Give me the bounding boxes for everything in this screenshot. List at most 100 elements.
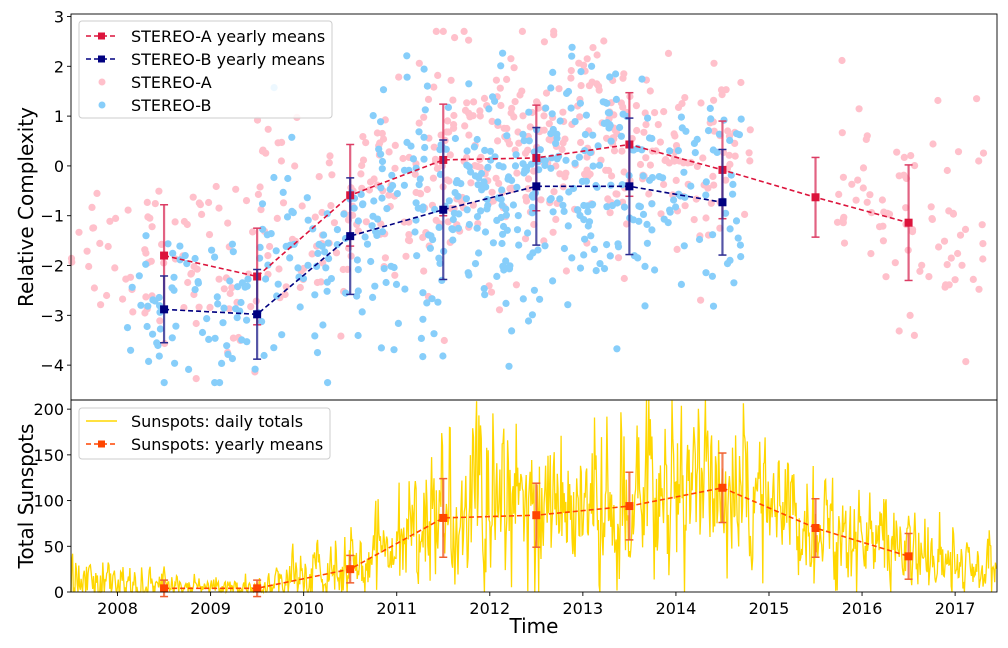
stereo-b-point [508, 327, 516, 335]
stereo-a-point [467, 179, 475, 187]
stereo-a-point [697, 99, 705, 107]
sunspots-mean-marker [532, 511, 541, 520]
stereo-b-point [194, 278, 202, 286]
stereo-b-point [377, 150, 385, 158]
stereo-a-point [725, 151, 733, 159]
stereo-a-point [575, 59, 583, 67]
stereo-b-point [340, 210, 348, 218]
stereo-a-point [642, 154, 650, 162]
stereo-b-point [428, 295, 436, 303]
stereo-b-point [670, 196, 678, 204]
stereo-b-point [497, 213, 505, 222]
stereo-a-point [951, 276, 959, 284]
stereo-a-point [979, 149, 988, 157]
top-y-tick-label: 2 [54, 57, 64, 76]
stereo-a-point [979, 240, 987, 248]
stereo-a-point [195, 199, 203, 207]
stereo-a-point [710, 127, 718, 135]
stereo-a-point [859, 184, 867, 192]
stereo-a-point [465, 36, 473, 44]
stereo-b-point [475, 249, 483, 257]
stereo-b-point [283, 213, 292, 221]
stereo-b-point [677, 280, 686, 288]
x-axis-label: Time [509, 614, 559, 638]
stereo-b-point [258, 200, 267, 208]
legend-label: Sunspots: daily totals [131, 412, 303, 431]
stereo-b-point [436, 259, 444, 267]
stereo-b-point [618, 181, 626, 189]
stereo-a-point [358, 184, 366, 192]
stereo-a-point [447, 76, 455, 84]
stereo-a-point [362, 218, 370, 226]
stereo-a-point [835, 190, 843, 198]
stereo-b-point [311, 332, 319, 340]
stereo-b-point [582, 177, 591, 185]
stereo-b-point [504, 175, 512, 183]
stereo-b-point [419, 353, 427, 361]
stereo-b-point [323, 287, 331, 295]
stereo-a-point [608, 172, 616, 180]
stereo-a-point [848, 180, 856, 188]
top-y-ticks: 3 2 1 0 −1 −2 −3 −4 [40, 7, 71, 375]
stereo-b-point [571, 159, 579, 167]
stereo-a-point [460, 27, 468, 35]
stereo-a-point [909, 226, 917, 234]
stereo-a-point [593, 51, 601, 59]
stereo-b-point [368, 222, 376, 230]
stereo-a-point [550, 188, 558, 196]
stereo-a-point [640, 128, 648, 136]
stereo-b-point [666, 147, 674, 155]
stereo-a-point [879, 237, 888, 245]
stereo-b-point [274, 280, 282, 288]
stereo-b-point [449, 236, 457, 244]
legend-dot-icon [98, 78, 106, 86]
stereo-a-point [195, 303, 203, 311]
stereo-b-point [367, 257, 375, 266]
bottom-axes-frame [70, 399, 998, 593]
stereo-a-point [927, 203, 935, 211]
stereo-b-point [463, 161, 471, 169]
stereo-b-point [730, 279, 738, 287]
stereo-b-point [585, 218, 594, 226]
stereo-b-point [723, 260, 732, 268]
stereo-b-point [143, 322, 151, 331]
stereo-a-point [224, 219, 232, 227]
stereo-b-point [603, 241, 611, 249]
stereo-a-point [205, 231, 214, 239]
stereo-b-point [547, 164, 555, 172]
stereo-b-point [471, 260, 480, 268]
stereo-b-point [489, 93, 497, 101]
stereo-b-point [513, 226, 522, 234]
stereo-a-point [415, 119, 423, 127]
stereo-a-point [583, 55, 591, 63]
stereo-a-point [555, 85, 563, 93]
stereo-b-point [413, 252, 421, 260]
stereo-a-mean-marker [811, 193, 820, 202]
stereo-b-point [419, 289, 427, 297]
stereo-b-point [203, 315, 211, 323]
stereo-a-point [961, 225, 970, 233]
legend-dot-icon [98, 101, 106, 109]
x-tick-label: 2008 [97, 599, 138, 618]
stereo-b-point [463, 147, 471, 155]
stereo-a-point [315, 173, 323, 181]
stereo-a-point [586, 170, 594, 178]
stereo-a-point [862, 135, 870, 143]
stereo-b-point [354, 331, 362, 340]
stereo-a-point [633, 126, 641, 135]
stereo-a-point [476, 163, 484, 171]
stereo-a-point [97, 301, 105, 309]
stereo-b-point [462, 195, 470, 203]
stereo-a-point [385, 191, 393, 199]
stereo-b-point [499, 49, 507, 57]
stereo-a-point [620, 168, 628, 176]
stereo-b-point [415, 128, 423, 136]
stereo-b-point [214, 300, 222, 308]
x-tick-label: 2012 [469, 599, 510, 618]
stereo-a-point [68, 258, 76, 266]
stereo-a-point [521, 235, 530, 243]
stereo-b-point [519, 295, 527, 303]
stereo-a-point [978, 221, 986, 229]
stereo-b-mean-marker [625, 182, 634, 191]
stereo-b-point [354, 217, 362, 225]
